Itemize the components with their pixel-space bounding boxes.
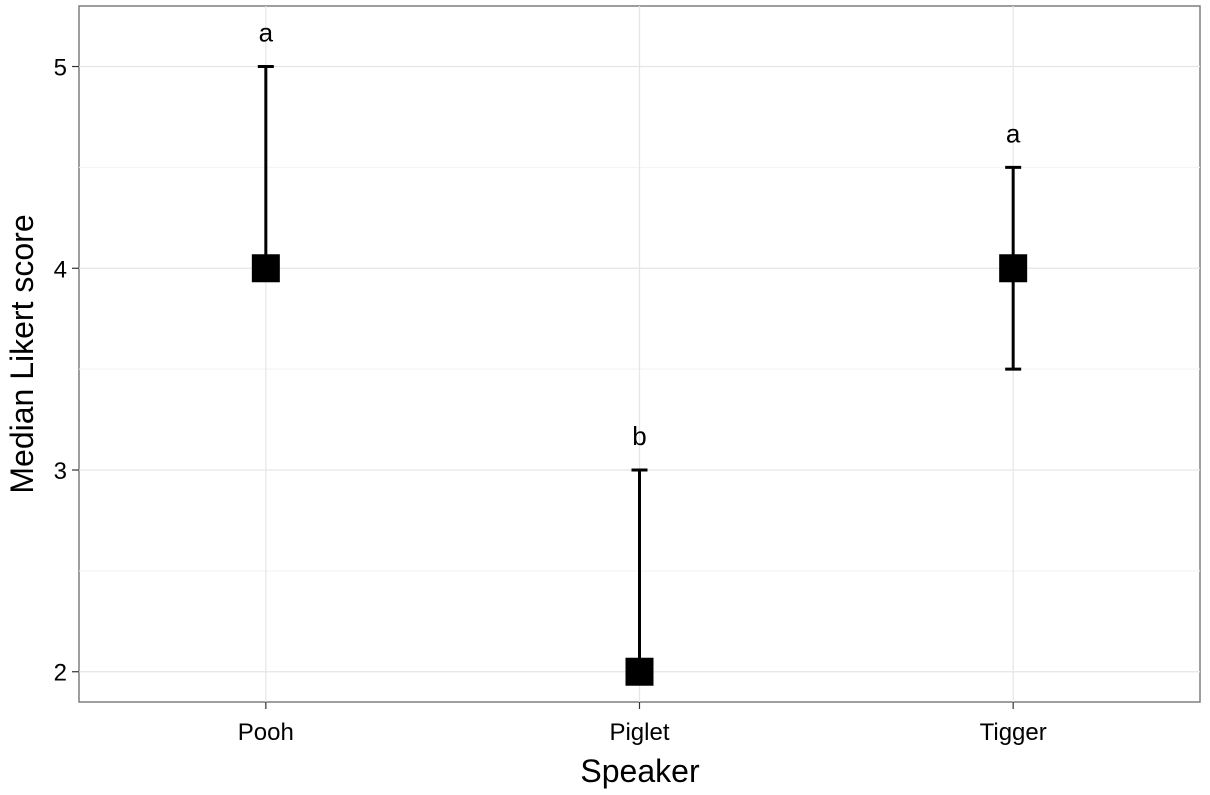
median-point-tigger [999,254,1028,283]
y-tick-label: 5 [54,55,67,82]
median-point-pooh [251,254,280,283]
group-letter: a [1006,118,1021,148]
y-tick-label: 4 [54,256,67,283]
x-tick-label: Tigger [980,719,1047,746]
y-tick-label: 3 [54,458,67,485]
axes: 2 3 4 5 Pooh Piglet Tigger [54,55,1047,746]
data-marks: a b a [251,18,1028,686]
y-axis-title: Median Likert score [4,214,40,493]
x-tick-label: Piglet [609,719,669,746]
group-letter: b [632,421,646,451]
group-letter: a [259,18,274,48]
x-tick-label: Pooh [238,719,294,746]
median-point-piglet [625,657,654,686]
y-tick-label: 2 [54,660,67,687]
x-axis-title: Speaker [580,753,700,789]
